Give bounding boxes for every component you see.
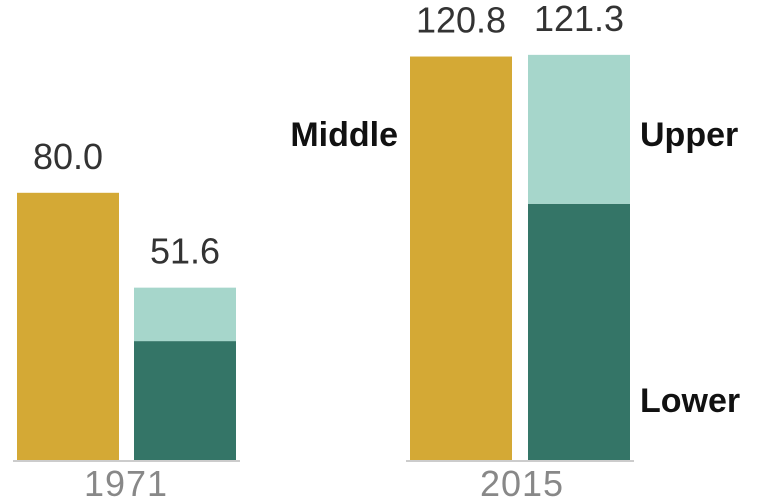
value-label-upper-lower-2015: 121.3 (534, 0, 624, 39)
bar-upper-2015 (528, 54, 630, 204)
bar-upper-1971 (134, 287, 236, 342)
bar-lower-1971 (134, 341, 236, 460)
tick-label-2015: 2015 (480, 463, 564, 502)
tick-label-1971: 1971 (84, 463, 168, 502)
value-label-upper-lower-1971: 51.6 (150, 231, 220, 272)
value-label-middle-2015: 120.8 (416, 0, 506, 41)
bar-lower-2015 (528, 203, 630, 460)
value-label-middle-1971: 80.0 (33, 136, 103, 177)
bar-middle-1971 (17, 192, 119, 461)
label-layer: 80.0 51.6 120.8 121.3 (33, 0, 624, 272)
series-label-lower: Lower (640, 382, 740, 420)
series-label-upper: Upper (640, 116, 738, 154)
bar-middle-2015 (410, 56, 512, 460)
bar-layer (13, 54, 634, 462)
series-label-middle: Middle (290, 116, 398, 154)
